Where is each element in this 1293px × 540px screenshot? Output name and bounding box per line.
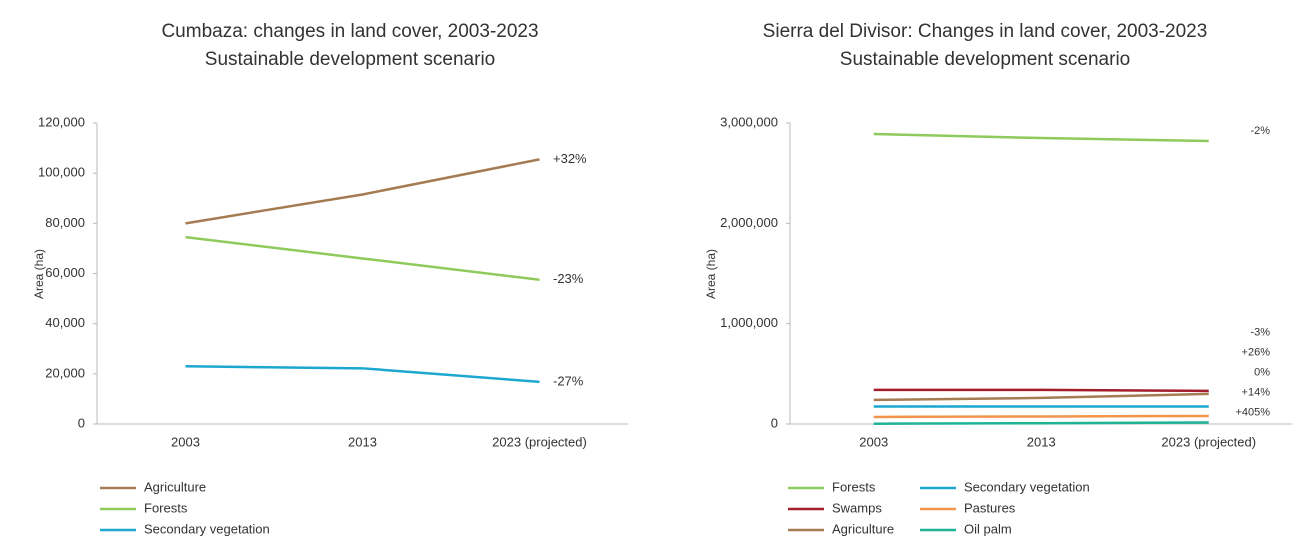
end-label: -23%: [553, 271, 584, 286]
legend-label: Secondary vegetation: [144, 521, 270, 536]
y-axis-label: Area (ha): [704, 249, 718, 299]
end-label: +32%: [553, 151, 587, 166]
y-tick-label: 60,000: [45, 265, 85, 280]
y-tick-label: 3,000,000: [720, 114, 778, 129]
chart-title: Cumbaza: changes in land cover, 2003-202…: [161, 21, 538, 42]
legend-label: Swamps: [832, 500, 882, 515]
line-series: [185, 158, 540, 225]
line-series: [873, 132, 1209, 143]
legend-label: Secondary vegetation: [964, 479, 1090, 494]
y-tick-label: 120,000: [38, 114, 85, 129]
y-tick-label: 0: [771, 415, 778, 430]
end-label: 0%: [1254, 366, 1270, 378]
x-tick-label: 2013: [348, 434, 377, 449]
line-series: [873, 392, 1209, 402]
end-label: +14%: [1242, 386, 1271, 398]
y-tick-label: 80,000: [45, 215, 85, 230]
line-series: [873, 414, 1209, 419]
end-label: +26%: [1242, 346, 1271, 358]
x-tick-label: 2013: [1027, 434, 1056, 449]
legend-label: Agriculture: [144, 479, 206, 494]
end-label: -3%: [1250, 326, 1270, 338]
line-series: [185, 235, 540, 282]
line-series: [873, 421, 1209, 425]
x-tick-label: 2023 (projected): [1161, 434, 1256, 449]
chart-title: Sierra del Divisor: Changes in land cove…: [763, 21, 1208, 42]
end-label: -27%: [553, 373, 584, 388]
legend-label: Forests: [144, 500, 188, 515]
legend-label: Pastures: [964, 500, 1016, 515]
line-series: [873, 388, 1209, 393]
x-tick-label: 2023 (projected): [492, 434, 587, 449]
legend-label: Forests: [832, 479, 876, 494]
end-label: -2%: [1250, 125, 1270, 137]
y-tick-label: 40,000: [45, 315, 85, 330]
y-tick-label: 1,000,000: [720, 315, 778, 330]
x-tick-label: 2003: [171, 434, 200, 449]
legend-label: Oil palm: [964, 521, 1012, 536]
end-label: +405%: [1235, 406, 1270, 418]
line-series: [185, 365, 540, 384]
chart-subtitle: Sustainable development scenario: [205, 49, 495, 70]
y-axis-label: Area (ha): [32, 249, 46, 299]
chart-subtitle: Sustainable development scenario: [840, 49, 1130, 70]
legend-label: Agriculture: [832, 521, 894, 536]
y-tick-label: 20,000: [45, 365, 85, 380]
y-tick-label: 0: [78, 415, 85, 430]
x-tick-label: 2003: [859, 434, 888, 449]
y-tick-label: 2,000,000: [720, 215, 778, 230]
y-tick-label: 100,000: [38, 165, 85, 180]
